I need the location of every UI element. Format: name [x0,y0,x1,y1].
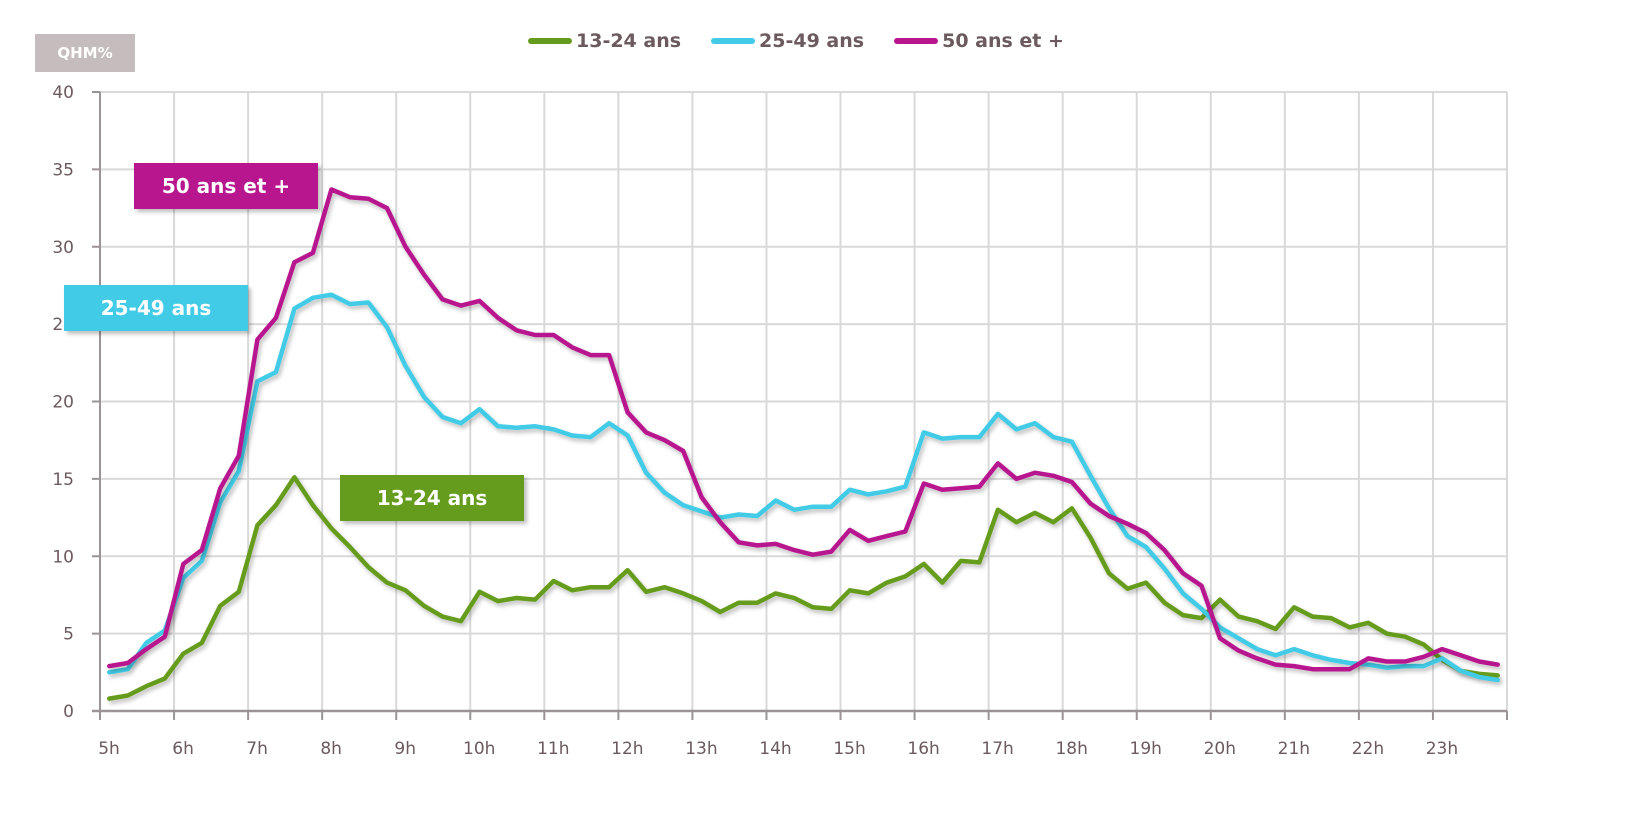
x-tick-label: 21h [1278,739,1310,759]
x-tick-label: 18h [1055,739,1087,759]
legend-item-50-plus: 50 ans et + [894,30,1064,52]
x-tick-label: 6h [172,739,194,759]
y-tick-label: 40 [52,83,74,103]
x-tick-label: 22h [1352,739,1384,759]
x-tick-label: 11h [537,739,569,759]
x-tick-label: 20h [1204,739,1236,759]
series-tag-50-plus: 50 ans et + [134,163,318,209]
x-axis-ticks: 5h 6h 7h 8h 9h 10h 11h 12h 13h 14h 15h 16h 17h 18h 19h… [98,711,1508,759]
x-tick-label: 12h [611,739,643,759]
series-tag-13-24: 13-24 ans [340,475,524,521]
y-tick-label: 15 [52,470,74,490]
x-tick-label: 8h [320,739,342,759]
legend-label: 25-49 ans [759,30,865,52]
legend-label: 50 ans et + [942,30,1064,52]
series-lines [107,187,1500,701]
legend-item-25-49: 25-49 ans [711,30,864,52]
y-tick-label: 35 [52,160,74,180]
unit-label: QHM% [35,34,135,72]
y-axis-ticks: 0510152025303540 [52,83,100,722]
legend-item-13-24: 13-24 ans [528,30,681,52]
y-tick-label: 10 [52,547,74,567]
legend-swatch-50-plus [894,38,939,44]
y-tick-label: 5 [63,625,74,645]
x-tick-label: 23h [1426,739,1458,759]
series-tag-25-49: 25-49 ans [64,285,248,331]
x-tick-label: 10h [463,739,495,759]
x-tick-label: 7h [246,739,268,759]
x-tick-label: 19h [1130,739,1162,759]
x-tick-label: 16h [907,739,939,759]
legend-swatch-13-24 [528,38,572,44]
x-tick-label: 5h [98,739,120,759]
y-tick-label: 20 [52,393,74,413]
x-tick-label: 13h [685,739,717,759]
x-tick-label: 14h [759,739,791,759]
series-line-25-49-ans [107,292,1500,683]
series-line-13-24-ans [107,475,1500,701]
series-line-50-ans-et- [107,187,1500,672]
legend: 13-24 ans 25-49 ans 50 ans et + [528,30,1064,52]
legend-swatch-25-49 [711,38,756,44]
x-tick-label: 17h [981,739,1013,759]
x-tick-label: 9h [394,739,416,759]
y-tick-label: 0 [63,702,74,722]
x-tick-label: 15h [833,739,865,759]
y-tick-label: 30 [52,238,74,258]
legend-label: 13-24 ans [576,30,682,52]
